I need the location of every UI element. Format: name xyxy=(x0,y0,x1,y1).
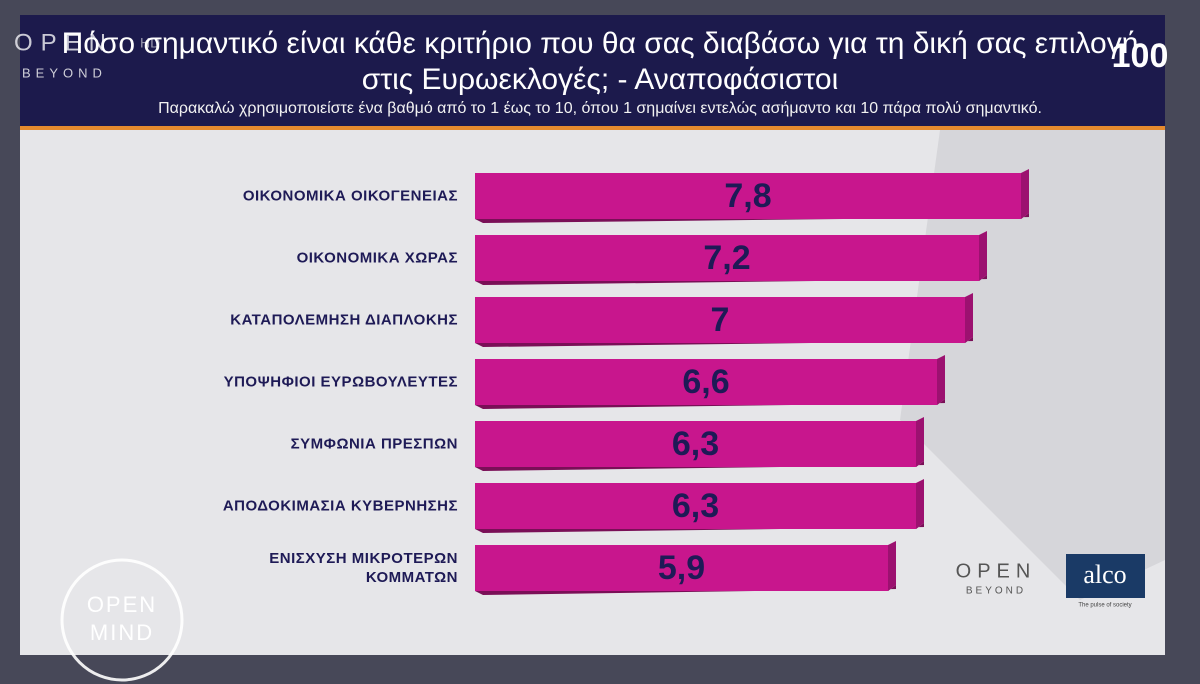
pollster-box xyxy=(1066,554,1145,598)
bar xyxy=(475,235,979,281)
value-label: 5,9 xyxy=(658,549,705,587)
sponsor-logo: OPEN xyxy=(956,560,1037,582)
bar xyxy=(475,421,916,467)
category-label: ΟΙΚΟΝΟΜΙΚΑ ΧΩΡΑΣ xyxy=(296,249,458,267)
value-label: 6,3 xyxy=(672,425,719,463)
category-label: ΕΝΙΣΧΥΣΗ ΜΙΚΡΟΤΕΡΩΝ ΚΟΜΜΑΤΩΝ xyxy=(269,550,458,586)
bar-side-face xyxy=(1021,169,1029,219)
chart-title: Πόσο σημαντικό είναι κάθε κριτήριο που θ… xyxy=(61,27,1139,96)
bar-bottom-face xyxy=(475,399,945,409)
show-ring xyxy=(60,558,184,682)
bar-side-face xyxy=(965,293,973,343)
bar-bottom-face xyxy=(475,461,924,471)
show-logo-2: MIND xyxy=(90,620,154,645)
bar-bottom-face xyxy=(475,213,1029,223)
value-label: 6,6 xyxy=(682,363,729,401)
value-label: 7 xyxy=(711,301,730,339)
channel-sub: BEYOND xyxy=(22,65,107,80)
bar-bottom-face xyxy=(475,337,973,347)
bar-side-face xyxy=(979,231,987,281)
bar-side-face xyxy=(888,541,896,591)
channel-logo: OPEN xyxy=(14,29,114,56)
bar-bottom-face xyxy=(475,523,924,533)
bar xyxy=(475,359,937,405)
bar xyxy=(475,297,965,343)
pollster-logo: alco xyxy=(1083,560,1126,589)
bar xyxy=(475,483,916,529)
value-label: 6,3 xyxy=(672,487,719,525)
channel-hd: HD xyxy=(140,35,160,51)
category-label: ΑΠΟΔΟΚΙΜΑΣΙΑ ΚΥΒΕΡΝΗΣΗΣ xyxy=(222,497,458,515)
badge: 100 xyxy=(1112,37,1169,75)
category-label: ΣΥΜΦΩΝΙΑ ΠΡΕΣΠΩΝ xyxy=(290,435,458,453)
category-label: ΚΑΤΑΠΟΛΕΜΗΣΗ ΔΙΑΠΛΟΚΗΣ xyxy=(230,311,458,329)
show-logo: OPEN xyxy=(87,592,157,617)
header-rule xyxy=(20,126,1165,130)
bar xyxy=(475,545,888,591)
value-label: 7,2 xyxy=(703,239,750,277)
bar-bottom-face xyxy=(475,585,896,595)
chart-subtitle: Παρακαλώ χρησιμοποιείστε ένα βαθμό από τ… xyxy=(158,100,1042,117)
bar-side-face xyxy=(937,355,945,405)
sponsor-sub: BEYOND xyxy=(966,586,1026,597)
header-band xyxy=(20,15,1165,128)
pollster-tagline: The pulse of society xyxy=(1078,603,1131,609)
category-label: ΥΠΟΨΗΦΙΟΙ ΕΥΡΩΒΟΥΛΕΥΤΕΣ xyxy=(223,373,458,391)
bar-side-face xyxy=(916,417,924,467)
bar-bottom-face xyxy=(475,275,987,285)
value-label: 7,8 xyxy=(724,177,771,215)
bar-side-face xyxy=(916,479,924,529)
bar xyxy=(475,173,1021,219)
category-label: ΟΙΚΟΝΟΜΙΚΑ ΟΙΚΟΓΕΝΕΙΑΣ xyxy=(242,187,458,205)
